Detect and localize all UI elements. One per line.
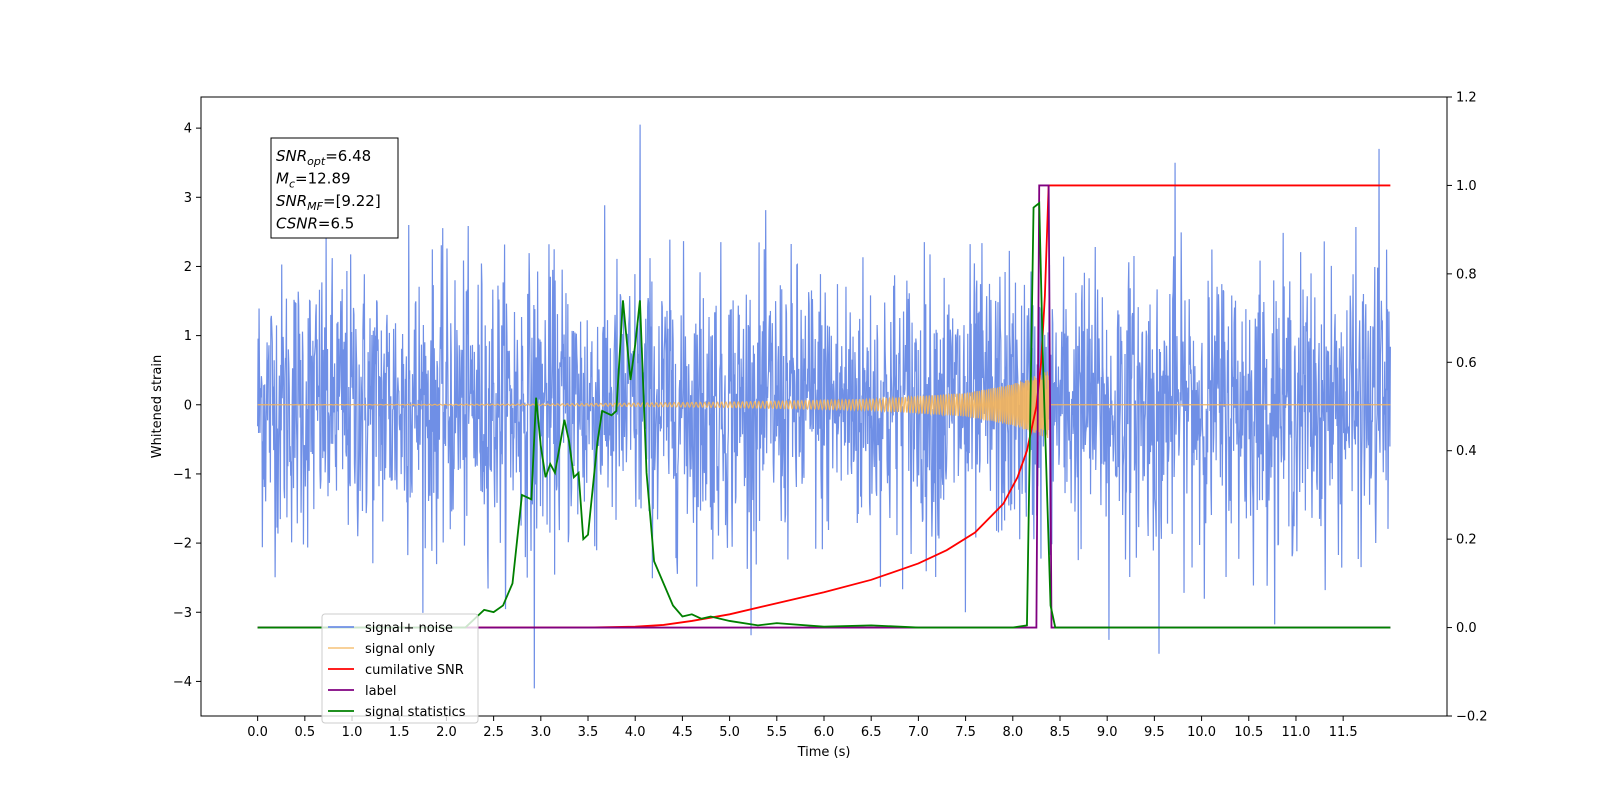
signal-noise-line	[257, 124, 1391, 689]
x-tick-label: 10.0	[1187, 725, 1216, 740]
x-tick-label: 1.0	[342, 725, 363, 740]
x-tick-label: 11.5	[1329, 725, 1358, 740]
annotation-symbol: M	[276, 170, 289, 188]
x-tick-label: 3.0	[530, 725, 551, 740]
y-right-tick-label: 0.8	[1456, 267, 1477, 282]
y-right-tick-label: 0.2	[1456, 533, 1477, 548]
signal-only-line	[257, 371, 1391, 439]
x-axis-label: Time (s)	[797, 745, 851, 760]
y-left-tick-label: 3	[184, 191, 192, 206]
annotation-line: SNRopt=6.48	[276, 147, 371, 168]
x-tick-label: 10.5	[1234, 725, 1263, 740]
y-axis-label: Whitened strain	[150, 355, 165, 458]
y-right-tick-label: 1.0	[1456, 179, 1477, 194]
annotation-line: SNRMF=[9.22]	[276, 192, 381, 213]
y-left-tick-label: 2	[184, 260, 192, 275]
x-tick-label: 3.5	[578, 725, 599, 740]
x-tick-label: 8.0	[1002, 725, 1023, 740]
annotation-line: CSNR=6.5	[276, 215, 354, 233]
annotation-symbol: SNR	[276, 147, 307, 165]
x-tick-label: 7.0	[908, 725, 929, 740]
annotation-subscript: MF	[307, 200, 323, 213]
axes: 0.0 0.5 1.0 1.5 2.0 2.5 3.0 3.5 4.0 4.5 5.0 5.5 6.0 6…	[150, 91, 1488, 761]
x-tick-label: 0.5	[294, 725, 315, 740]
y-right-tick-label: 0.6	[1456, 356, 1477, 371]
legend-label: signal statistics	[365, 705, 466, 720]
x-tick-label: 6.0	[814, 725, 835, 740]
annotation-symbol: CSNR	[276, 215, 318, 233]
y-left-tick-label: 1	[184, 329, 192, 344]
x-tick-label: 9.5	[1144, 725, 1165, 740]
y-left-tick-label: −4	[173, 675, 192, 690]
y-left-tick-label: −3	[173, 606, 192, 621]
y-right-tick-label: 0.0	[1456, 621, 1477, 636]
annotation-value: =6.48	[325, 147, 371, 165]
legend-label: signal+ noise	[365, 621, 453, 636]
x-tick-label: 5.0	[719, 725, 740, 740]
annotation-line: Mc=12.89	[276, 170, 351, 191]
x-tick-label: 5.5	[766, 725, 787, 740]
annotation-value: =6.5	[318, 215, 354, 233]
annotation-value: =[9.22]	[323, 192, 381, 210]
x-tick-label: 7.5	[955, 725, 976, 740]
x-tick-label: 1.5	[389, 725, 410, 740]
x-tick-label: 2.0	[436, 725, 457, 740]
y-left-tick-label: 0	[184, 398, 192, 413]
y-left-tick-label: −1	[173, 467, 192, 482]
legend-label: cumilative SNR	[365, 663, 464, 678]
annotation-subscript: opt	[307, 155, 326, 168]
x-tick-label: 8.5	[1050, 725, 1071, 740]
y-right-tick-label: 1.2	[1456, 91, 1477, 106]
x-tick-label: 4.0	[625, 725, 646, 740]
plot-area	[257, 124, 1391, 689]
x-tick-label: 6.5	[861, 725, 882, 740]
cumulative-snr-line	[257, 184, 1391, 629]
legend-label: label	[365, 684, 396, 699]
legend: signal+ noise signal only cumilative SNR la…	[321, 613, 479, 724]
x-tick-label: 2.5	[483, 725, 504, 740]
annotation-box-frame	[270, 137, 399, 239]
x-tick-label: 4.5	[672, 725, 693, 740]
x-tick-label: 11.0	[1281, 725, 1310, 740]
y-left-tick-label: −2	[173, 537, 192, 552]
legend-label: signal only	[365, 642, 435, 657]
x-tick-label: 0.0	[247, 725, 268, 740]
annotation-subscript: c	[289, 178, 295, 191]
legend-frame	[321, 613, 479, 724]
annotation-value: =12.89	[295, 170, 351, 188]
y-left-tick-label: 4	[184, 122, 192, 137]
x-tick-label: 9.0	[1097, 725, 1118, 740]
y-right-tick-label: 0.4	[1456, 444, 1477, 459]
signal-statistics-line	[257, 201, 1391, 629]
y-right-tick-label: −0.2	[1456, 710, 1488, 725]
annotation-symbol: SNR	[276, 192, 307, 210]
